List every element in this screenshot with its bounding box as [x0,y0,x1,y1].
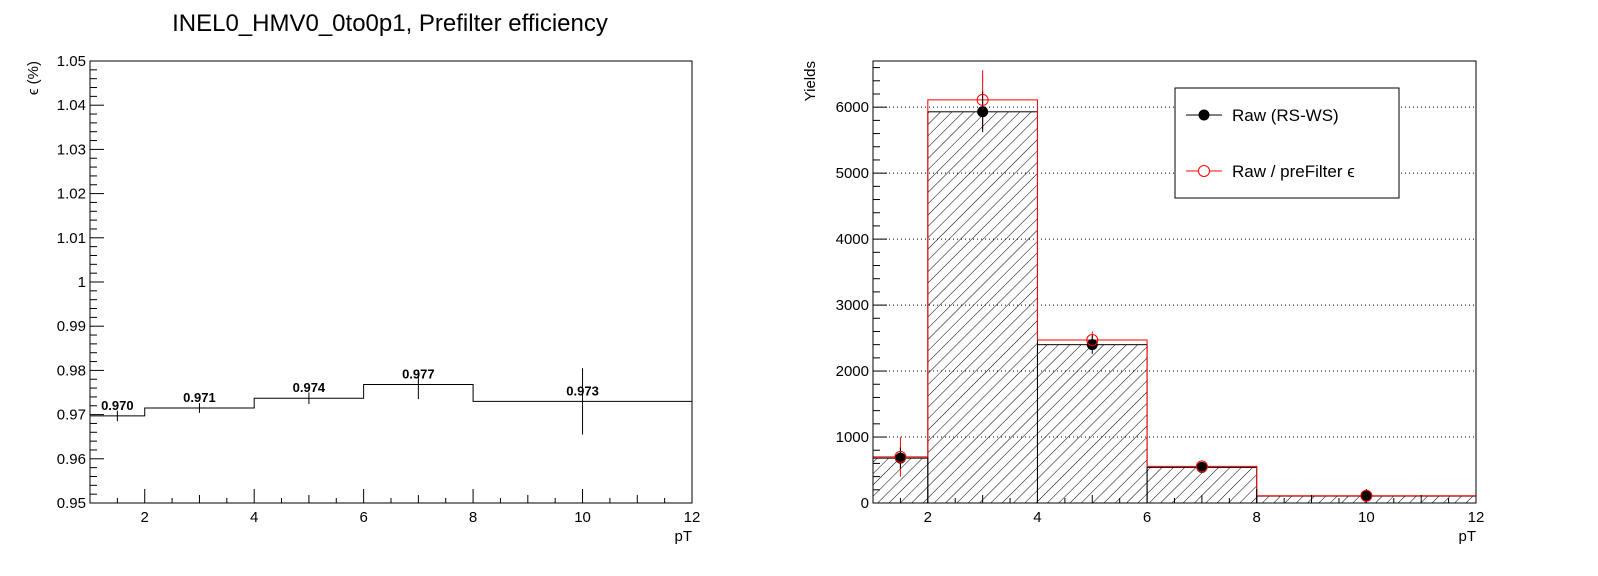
y-tick-label: 0.97 [57,407,86,424]
y-tick-label: 1 [78,274,86,291]
bin-value-label: 0.970 [101,398,134,413]
y-tick-label: 4000 [836,231,869,248]
x-tick-label: 12 [684,509,701,526]
data-points [894,70,1373,502]
legend-label-corrected: Raw / preFilter ϵ [1232,162,1355,181]
legend-marker-raw [1198,109,1210,121]
y-tick-label: 3000 [836,297,869,314]
y-axis-label: ϵ (%) [25,61,42,95]
legend-label-raw: Raw (RS-WS) [1232,106,1339,125]
efficiency-series: 0.970 0.971 0.974 0.977 0.973 [90,367,692,435]
y-tick-label: 0.98 [57,362,86,379]
y-tick-label: 2000 [836,363,869,380]
y-tick-label: 5000 [836,165,869,182]
histograms [872,99,1477,504]
bin-value-label: 0.973 [566,383,599,398]
corrected-point [976,93,989,106]
x-axis-label: pT [1458,528,1476,545]
corrected-point [894,450,907,463]
bin-value-label: 0.977 [402,367,435,382]
y-tick-label: 0.95 [57,495,86,512]
y-tick-label: 6000 [836,99,869,116]
x-axis: 2 4 6 8 10 12 [89,489,701,526]
raw-point [1196,461,1208,473]
y-axis-label: Yields [802,61,819,101]
corrected-point [1195,460,1208,473]
plot-frame [89,60,693,504]
raw-point [894,452,906,464]
bin-value-label: 0.974 [293,380,326,395]
x-tick-label: 4 [250,509,258,526]
raw-point [977,106,989,118]
y-axis: 0.95 0.96 0.97 0.98 0.99 1 1.01 1.02 1.03 1.04 1.0… [57,53,104,512]
y-tick-label: 0.96 [57,451,86,468]
yields-chart: 0 1000 2000 3000 4000 5000 6000 2 4 6 8 10 12 pT Yi… [802,60,1485,545]
x-tick-label: 2 [924,509,932,526]
corrected-point [1086,334,1099,347]
x-tick-label: 6 [359,509,367,526]
y-tick-label: 1.02 [57,186,86,203]
raw-point [1086,339,1098,351]
legend-marker-corrected [1198,165,1210,177]
legend: Raw (RS-WS) Raw / preFilter ϵ [1174,87,1400,199]
y-tick-label: 0.99 [57,318,86,335]
corrected-point [1360,489,1373,502]
y-tick-label: 1.01 [57,230,86,247]
raw-point [1360,490,1372,502]
efficiency-step-line [90,384,692,417]
legend-entry-corrected: Raw / preFilter ϵ [1186,162,1355,181]
y-tick-label: 1.03 [57,141,86,158]
x-tick-label: 10 [574,509,591,526]
chart-title: INEL0_HMV0_0to0p1, Prefilter efficiency [172,10,608,37]
y-tick-label: 0 [861,495,869,512]
legend-entry-raw: Raw (RS-WS) [1186,106,1339,125]
x-tick-label: 12 [1468,509,1485,526]
x-tick-label: 4 [1033,509,1041,526]
legend-box [1174,87,1400,199]
y-tick-label: 1.05 [57,53,86,70]
y-tick-label: 1000 [836,429,869,446]
raw-bar [1036,344,1148,504]
x-axis-label: pT [674,528,692,545]
x-tick-label: 8 [1253,509,1261,526]
x-axis: 2 4 6 8 10 12 [872,489,1485,526]
x-tick-label: 10 [1358,509,1375,526]
efficiency-chart: INEL0_HMV0_0to0p1, Prefilter efficiency … [25,10,700,545]
raw-bar [927,111,1038,504]
y-tick-label: 1.04 [57,97,86,114]
x-tick-label: 8 [469,509,477,526]
x-tick-label: 2 [141,509,149,526]
x-tick-label: 6 [1143,509,1151,526]
bin-value-label: 0.971 [183,390,216,405]
y-axis: 0 1000 2000 3000 4000 5000 6000 [836,67,887,512]
